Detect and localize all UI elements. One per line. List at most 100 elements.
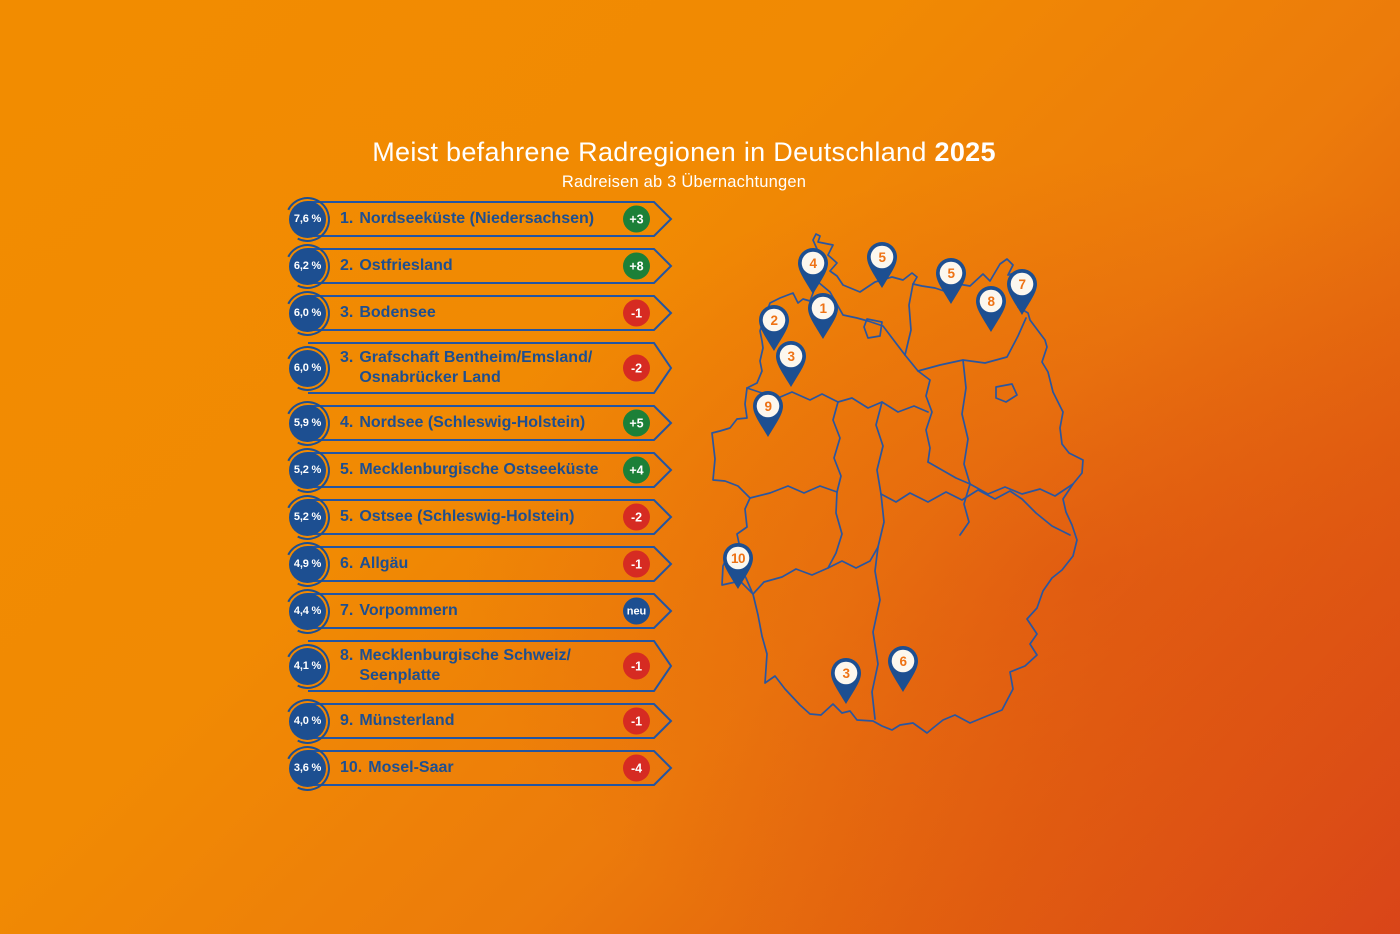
region-rank: 6. <box>340 555 354 572</box>
share-circle: 4,4 % <box>289 592 326 630</box>
region-label: 2. Ostfriesland <box>340 256 453 276</box>
banner-arrow-outline <box>308 499 672 535</box>
map-pin-icon: 1 <box>808 293 838 339</box>
region-rank: 3. <box>340 349 354 366</box>
ranking-row: 1. Nordseeküste (Niedersachsen) +3 7,6 % <box>279 190 674 248</box>
map-pin-icon: 8 <box>976 286 1006 332</box>
region-label: 10. Mosel-Saar <box>340 758 454 778</box>
change-badge: +5 <box>623 409 650 437</box>
pin-number: 5 <box>947 265 955 281</box>
ranking-banner: 4. Nordsee (Schleswig-Holstein) +5 <box>308 405 672 441</box>
share-circle: 6,0 % <box>289 294 326 332</box>
ranking-list: 1. Nordseeküste (Niedersachsen) +3 7,6 % … <box>279 190 674 797</box>
region-label: 9. Münsterland <box>340 711 454 731</box>
ranking-banner: 6. Allgäu -1 <box>308 546 672 582</box>
change-badge: -1 <box>623 550 650 578</box>
banner-arrow-outline <box>308 546 672 582</box>
region-label: 3. Grafschaft Bentheim/Emsland/ Osnabrück… <box>340 348 592 388</box>
region-name: Bodensee <box>359 304 436 321</box>
region-label: 3. Bodensee <box>340 303 436 323</box>
page-title-year: 2025 <box>934 137 996 167</box>
map-pin-icon: 5 <box>936 258 966 304</box>
change-badge: +3 <box>623 205 650 233</box>
ranking-row: 3. Bodensee -1 6,0 % <box>279 284 674 342</box>
change-badge: -1 <box>623 652 650 680</box>
region-rank: 9. <box>340 712 354 729</box>
title-block: Meist befahrene Radregionen in Deutschla… <box>284 137 1084 192</box>
ranking-row: 2. Ostfriesland +8 6,2 % <box>279 237 674 295</box>
region-rank: 7. <box>340 602 354 619</box>
pin-number: 2 <box>770 312 778 328</box>
ranking-banner: 2. Ostfriesland +8 <box>308 248 672 284</box>
region-name: Vorpommern <box>359 602 458 619</box>
map-pin-icon: 7 <box>1007 269 1037 315</box>
banner-arrow-outline <box>308 342 672 394</box>
region-label: 5. Ostsee (Schleswig-Holstein) <box>340 507 575 527</box>
change-badge: +8 <box>623 252 650 280</box>
page-subtitle: Radreisen ab 3 Übernachtungen <box>561 172 807 191</box>
map-pin-icon: 3 <box>831 658 861 704</box>
banner-arrow-outline <box>308 295 672 331</box>
pin-number: 10 <box>730 550 746 566</box>
germany-outline-map <box>711 233 1084 734</box>
map-pin-icon: 2 <box>759 305 789 351</box>
banner-arrow-outline <box>308 452 672 488</box>
pin-number: 9 <box>764 398 772 414</box>
region-label: 5. Mecklenburgische Ostseeküste <box>340 460 599 480</box>
ranking-banner: 10. Mosel-Saar -4 <box>308 750 672 786</box>
ranking-banner: 5. Mecklenburgische Ostseeküste +4 <box>308 452 672 488</box>
pin-number: 1 <box>819 300 827 316</box>
share-circle: 5,2 % <box>289 498 326 536</box>
map-pin-icon: 5 <box>867 242 897 288</box>
map-pin-icon: 3 <box>776 341 806 387</box>
ranking-banner: 5. Ostsee (Schleswig-Holstein) -2 <box>308 499 672 535</box>
ranking-row: 9. Münsterland -1 4,0 % <box>279 692 674 750</box>
region-rank: 5. <box>340 461 354 478</box>
map-pin-icon: 4 <box>798 248 828 294</box>
ranking-row: 7. Vorpommern neu 4,4 % <box>279 582 674 640</box>
ranking-banner: 1. Nordseeküste (Niedersachsen) +3 <box>308 201 672 237</box>
region-rank: 8. <box>340 647 354 664</box>
region-name: Nordseeküste (Niedersachsen) <box>359 210 595 227</box>
page-title: Meist befahrene Radregionen in Deutschla… <box>284 137 1084 168</box>
share-circle: 7,6 % <box>289 200 326 238</box>
map-pin-icon: 10 <box>723 543 753 589</box>
change-badge: -1 <box>623 299 650 327</box>
share-circle: 3,6 % <box>289 749 326 787</box>
region-rank: 1. <box>340 210 354 227</box>
change-badge: -4 <box>623 754 650 782</box>
region-name: Mosel-Saar <box>368 759 454 776</box>
pin-number: 6 <box>899 653 907 669</box>
pin-number: 4 <box>809 255 817 271</box>
banner-arrow-outline <box>308 593 672 629</box>
germany-map: 4 5 5 7 8 1 2 3 9 10 3 6 <box>700 230 1100 750</box>
share-circle: 4,9 % <box>289 545 326 583</box>
ranking-row: 5. Mecklenburgische Ostseeküste +4 5,2 % <box>279 441 674 499</box>
ranking-row: 10. Mosel-Saar -4 3,6 % <box>279 739 674 797</box>
pin-number: 3 <box>842 665 850 681</box>
ranking-row: 3. Grafschaft Bentheim/Emsland/ Osnabrück… <box>279 339 674 397</box>
ranking-row: 6. Allgäu -1 4,9 % <box>279 535 674 593</box>
region-name: Allgäu <box>359 555 409 572</box>
region-name: Nordsee (Schleswig-Holstein) <box>359 414 586 431</box>
region-label: 1. Nordseeküste (Niedersachsen) <box>340 209 594 229</box>
change-badge: -1 <box>623 707 650 735</box>
region-rank: 2. <box>340 257 354 274</box>
region-label: 6. Allgäu <box>340 554 408 574</box>
ranking-banner: 8. Mecklenburgische Schweiz/ Seenplatte -… <box>308 640 672 692</box>
pin-number: 5 <box>878 249 886 265</box>
pin-number: 8 <box>987 293 995 309</box>
banner-arrow-outline <box>308 201 672 237</box>
share-circle: 6,2 % <box>289 247 326 285</box>
share-circle: 6,0 % <box>289 349 326 387</box>
region-label: 8. Mecklenburgische Schweiz/ Seenplatte <box>340 646 571 686</box>
ranking-banner: 3. Grafschaft Bentheim/Emsland/ Osnabrück… <box>308 342 672 394</box>
region-name: Münsterland <box>359 712 455 729</box>
share-circle: 5,2 % <box>289 451 326 489</box>
share-circle: 4,0 % <box>289 702 326 740</box>
banner-arrow-outline <box>308 640 672 692</box>
banner-arrow-outline <box>308 248 672 284</box>
share-circle: 5,9 % <box>289 404 326 442</box>
change-badge: +4 <box>623 456 650 484</box>
